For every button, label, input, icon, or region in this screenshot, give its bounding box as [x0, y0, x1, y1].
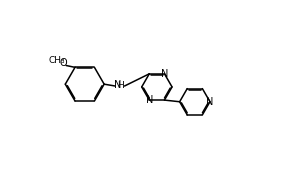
Text: N: N — [161, 69, 168, 79]
Text: N: N — [146, 95, 153, 105]
Text: CH₃: CH₃ — [49, 56, 65, 65]
Text: N: N — [114, 80, 122, 90]
Text: N: N — [206, 97, 214, 107]
Text: H: H — [118, 81, 124, 90]
Text: O: O — [60, 58, 67, 68]
